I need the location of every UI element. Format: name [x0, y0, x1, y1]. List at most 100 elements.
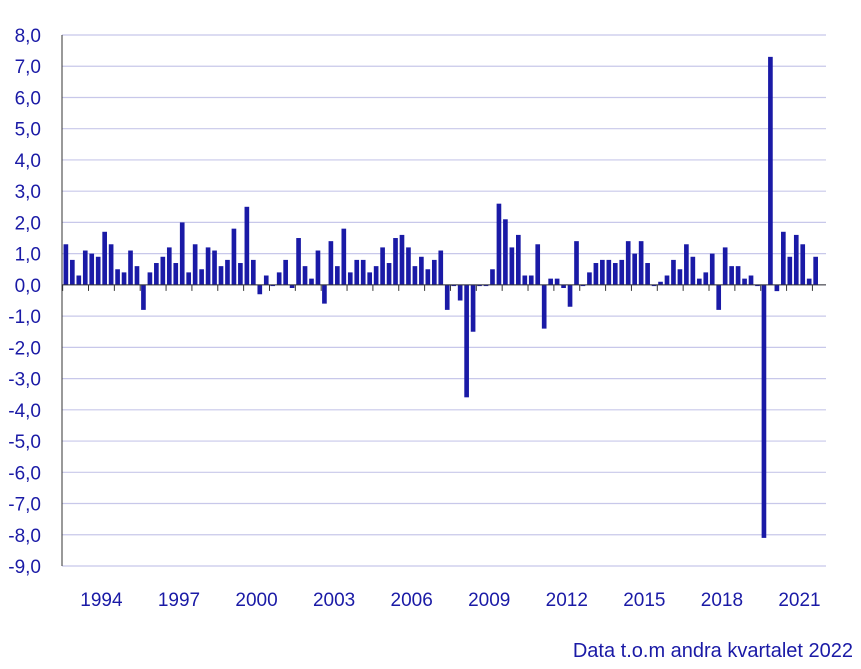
- bar: [638, 241, 644, 285]
- bar: [509, 247, 515, 285]
- bar: [664, 275, 670, 285]
- bar: [703, 272, 709, 285]
- x-tick-label: 2018: [701, 590, 743, 611]
- bar: [781, 231, 786, 285]
- bar: [561, 284, 566, 289]
- bar: [289, 284, 295, 289]
- bar: [315, 250, 321, 285]
- bar: [399, 234, 405, 285]
- bar: [735, 266, 741, 285]
- bar: [212, 250, 217, 285]
- bar: [218, 266, 224, 285]
- x-tick-label: 2009: [468, 590, 510, 611]
- bar: [328, 241, 334, 285]
- bar: [173, 263, 179, 285]
- bar: [154, 263, 159, 285]
- y-tick-label: -3,0: [8, 370, 41, 391]
- bar: [76, 275, 82, 285]
- bar: [787, 256, 793, 285]
- bar: [335, 266, 340, 285]
- bar: [244, 206, 250, 285]
- bar: [257, 284, 263, 295]
- x-tick-label: 2006: [391, 590, 433, 611]
- y-tick-label: 0,0: [15, 276, 41, 297]
- y-tick-label: 7,0: [15, 57, 41, 78]
- bar: [671, 259, 676, 285]
- bar: [464, 284, 469, 398]
- bar: [457, 284, 463, 301]
- bar: [470, 284, 476, 332]
- x-tick-label: 2012: [546, 590, 588, 611]
- bar: [612, 263, 618, 285]
- bar: [360, 259, 366, 285]
- y-axis-tick-labels: 8,0 7,0 6,0 5,0 4,0 3,0 2,0 1,0 0,0 -1,0 -2,0 -3,0 -…: [8, 26, 41, 578]
- bar: [102, 231, 107, 285]
- bar: [166, 247, 172, 285]
- bar: [516, 234, 521, 285]
- bar: [716, 284, 722, 310]
- bar: [755, 284, 760, 287]
- x-tick-label: 2015: [623, 590, 665, 611]
- y-tick-label: 5,0: [15, 120, 41, 141]
- bar: [270, 284, 276, 287]
- bar: [774, 284, 780, 292]
- bar: [373, 266, 379, 285]
- bar: [606, 259, 612, 285]
- bars: [63, 56, 818, 538]
- y-tick-label: 8,0: [15, 26, 41, 47]
- bar: [250, 259, 256, 285]
- y-tick-label: 6,0: [15, 88, 41, 109]
- bar: [121, 272, 127, 285]
- bar: [503, 219, 508, 285]
- bar: [528, 275, 534, 285]
- bar: [651, 284, 657, 287]
- bar: [722, 247, 728, 285]
- y-tick-label: -8,0: [8, 526, 41, 547]
- bar: [238, 263, 243, 285]
- bar: [625, 241, 631, 285]
- bar: [186, 272, 192, 285]
- bar: [554, 278, 560, 285]
- bar: [386, 263, 392, 285]
- bar: [451, 284, 457, 287]
- bar: [729, 266, 734, 285]
- bar: [347, 272, 353, 285]
- y-tick-label: -6,0: [8, 463, 41, 484]
- axes: [61, 35, 826, 566]
- x-tick-label: 2000: [235, 590, 277, 611]
- gridlines: [62, 34, 826, 567]
- bar: [63, 244, 69, 285]
- bar: [593, 263, 599, 285]
- bar: [696, 278, 702, 285]
- bar: [600, 259, 605, 285]
- bar: [192, 244, 198, 285]
- bar: [444, 284, 450, 310]
- x-tick-label: 1997: [158, 590, 200, 611]
- bar: [541, 284, 547, 329]
- bar: [806, 278, 812, 285]
- y-tick-label: 2,0: [15, 213, 41, 234]
- bar: [179, 222, 185, 285]
- bar: [567, 284, 573, 307]
- bar: [134, 266, 140, 285]
- bar: [431, 259, 437, 285]
- bar: [684, 244, 689, 285]
- y-tick-label: 3,0: [15, 182, 41, 203]
- bar: [302, 266, 308, 285]
- bar: [82, 250, 88, 285]
- bar: [548, 278, 553, 285]
- bar: [632, 253, 638, 285]
- bar: [438, 250, 444, 285]
- bar: [205, 247, 211, 285]
- x-tick-label: 2021: [778, 590, 820, 611]
- y-tick-label: -7,0: [8, 495, 41, 516]
- bar: [95, 256, 101, 285]
- y-tick-label: 1,0: [15, 245, 41, 266]
- bar: [322, 284, 327, 304]
- bar: [393, 238, 398, 285]
- bar: [490, 269, 495, 285]
- bar: [225, 259, 230, 285]
- bar: [768, 56, 773, 285]
- bar: [522, 275, 528, 285]
